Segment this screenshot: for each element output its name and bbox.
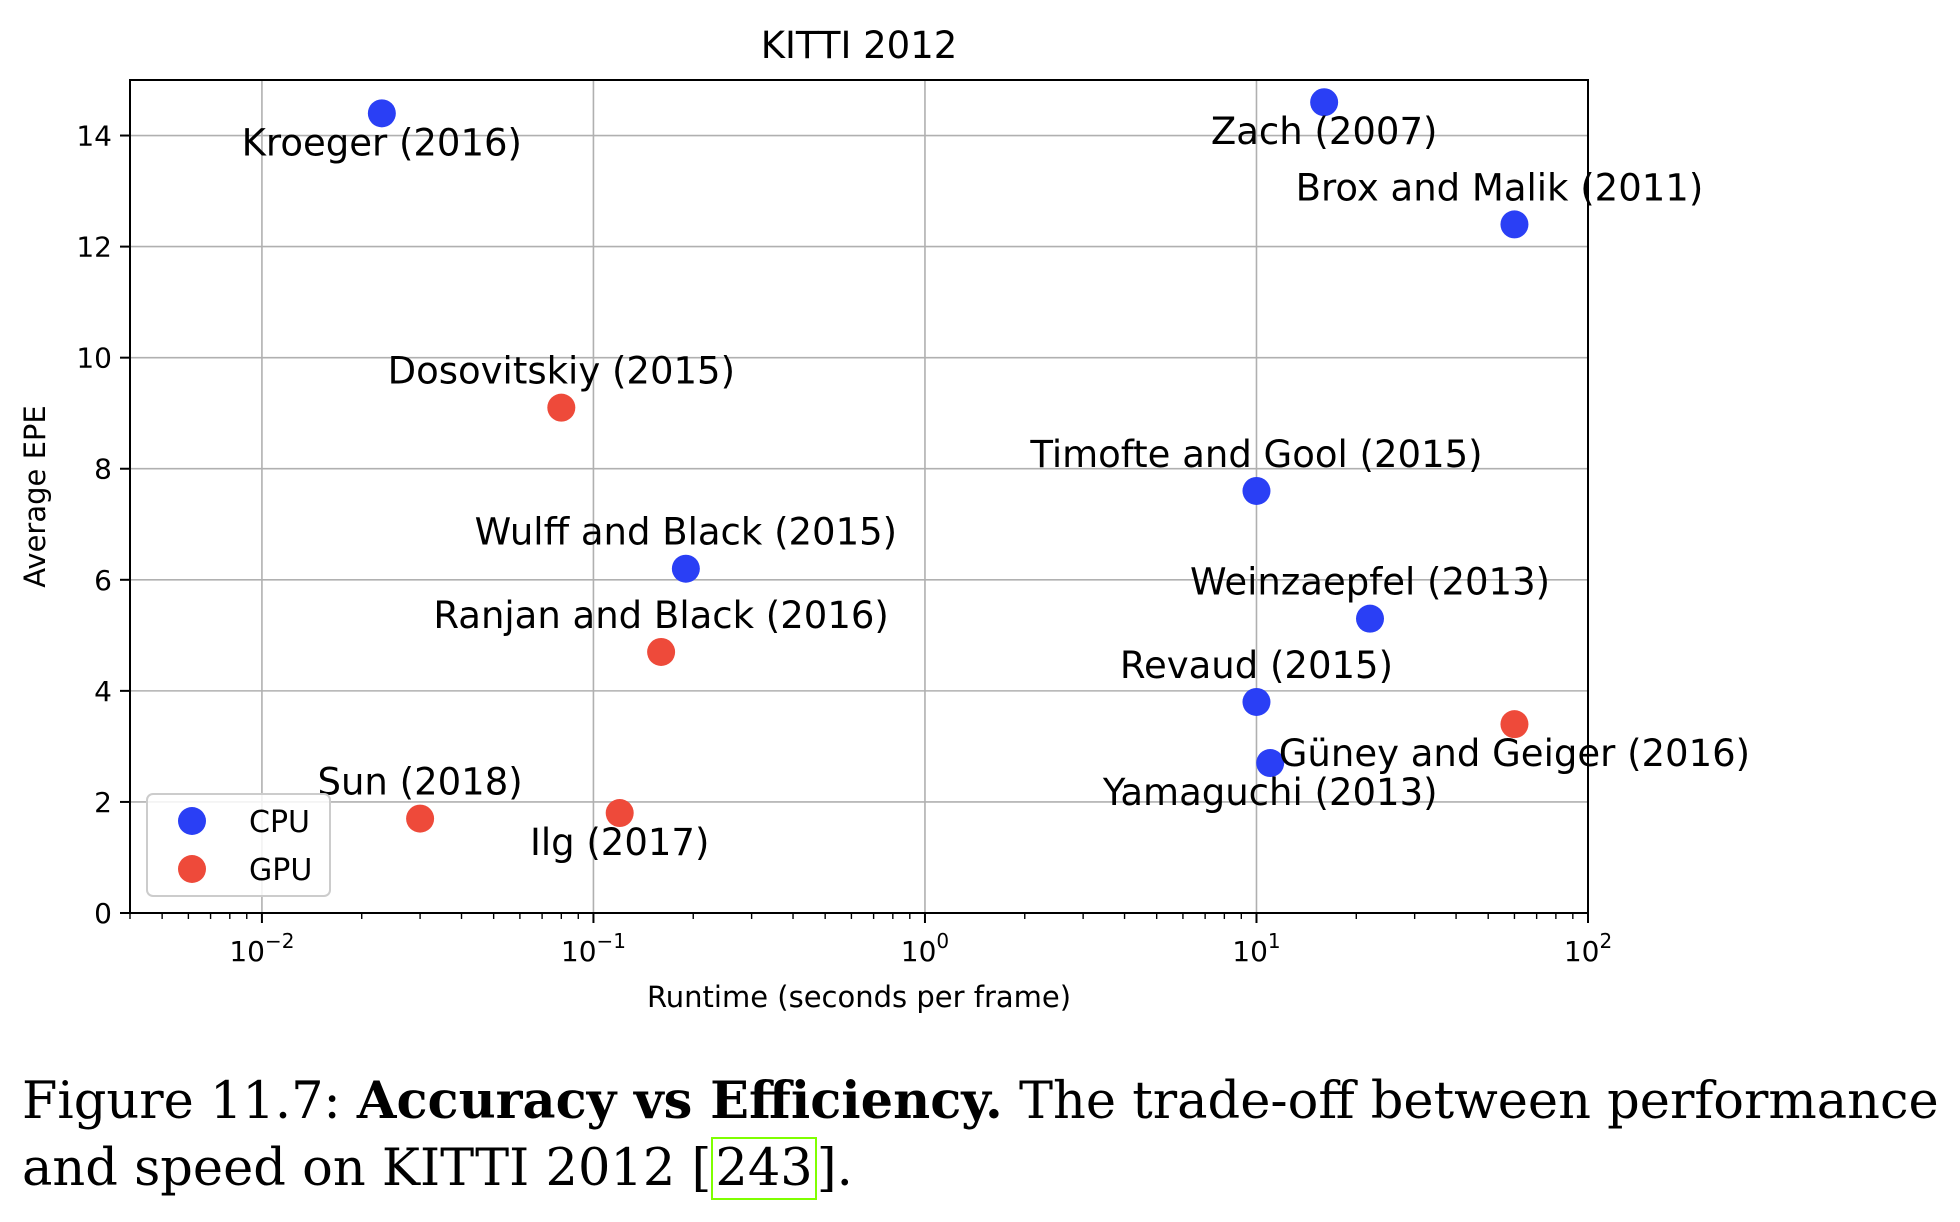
data-point-gpu bbox=[406, 805, 434, 833]
y-tick-label: 2 bbox=[94, 786, 112, 819]
x-axis-label: Runtime (seconds per frame) bbox=[647, 980, 1071, 1014]
figure-caption: Figure 11.7: Accuracy vs Efficiency. The… bbox=[22, 1068, 1942, 1202]
data-point-cpu bbox=[1242, 688, 1270, 716]
data-point-cpu bbox=[672, 555, 700, 583]
x-tick-label: 101 bbox=[1232, 929, 1280, 968]
caption-prefix: Figure 11.7: bbox=[22, 1072, 341, 1131]
x-tick-label: 10−1 bbox=[561, 929, 626, 968]
x-tick-label: 100 bbox=[901, 929, 949, 968]
point-label: Weinzaepfel (2013) bbox=[1190, 561, 1550, 604]
legend-label-gpu: GPU bbox=[249, 853, 312, 888]
point-label: Revaud (2015) bbox=[1120, 644, 1393, 687]
legend: CPU GPU bbox=[147, 794, 330, 896]
legend-marker-gpu bbox=[178, 855, 206, 883]
x-axis: 10−2 10−1 100 101 102 bbox=[130, 913, 1612, 968]
point-label: Kroeger (2016) bbox=[242, 121, 522, 164]
data-point-gpu bbox=[547, 394, 575, 422]
data-point-gpu bbox=[647, 638, 675, 666]
point-label: Dosovitskiy (2015) bbox=[388, 350, 735, 393]
point-label: Güney and Geiger (2016) bbox=[1279, 732, 1750, 775]
legend-label-cpu: CPU bbox=[249, 805, 310, 840]
y-tick-label: 0 bbox=[94, 897, 112, 930]
y-tick-label: 10 bbox=[76, 342, 112, 375]
y-axis: 0 2 4 6 8 10 12 14 bbox=[76, 120, 130, 930]
chart-title: KITTI 2012 bbox=[761, 24, 958, 67]
point-label: Brox and Malik (2011) bbox=[1296, 166, 1704, 209]
scatter-chart: 10−2 10−1 100 101 102 0 2 4 6 8 10 12 14 Kroeger (2… bbox=[0, 0, 1960, 1060]
point-label: Sun (2018) bbox=[318, 761, 523, 804]
caption-suffix: . bbox=[837, 1139, 853, 1198]
x-tick-label: 102 bbox=[1564, 929, 1612, 968]
y-tick-label: 12 bbox=[76, 231, 112, 264]
y-tick-label: 14 bbox=[76, 120, 112, 153]
y-tick-label: 4 bbox=[94, 675, 112, 708]
point-label: Ranjan and Black (2016) bbox=[433, 594, 888, 637]
data-point-cpu bbox=[1500, 210, 1528, 238]
y-tick-label: 8 bbox=[94, 453, 112, 486]
caption-bold: Accuracy vs Efficiency. bbox=[357, 1071, 1003, 1131]
point-label: Timofte and Gool (2015) bbox=[1029, 433, 1482, 476]
citation-link[interactable]: 243 bbox=[711, 1137, 816, 1200]
legend-marker-cpu bbox=[178, 807, 206, 835]
point-label: Ilg (2017) bbox=[530, 821, 709, 864]
point-label: Yamaguchi (2013) bbox=[1102, 771, 1438, 814]
data-point-cpu bbox=[1356, 605, 1384, 633]
point-label: Wulff and Black (2015) bbox=[475, 511, 898, 554]
y-axis-label: Average EPE bbox=[18, 405, 52, 587]
data-point-cpu bbox=[1242, 477, 1270, 505]
point-label: Zach (2007) bbox=[1211, 110, 1438, 153]
y-tick-label: 6 bbox=[94, 564, 112, 597]
x-tick-label: 10−2 bbox=[229, 929, 294, 968]
